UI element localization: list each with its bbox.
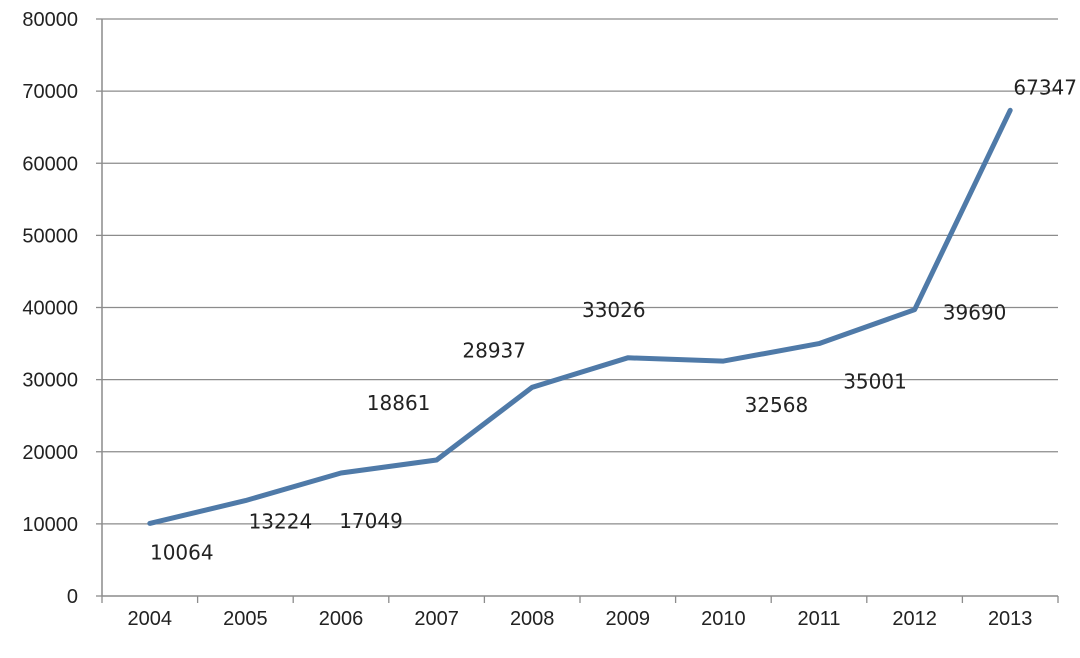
y-tick-label: 10000 [22, 514, 78, 536]
data-label-2011: 35001 [843, 370, 907, 394]
data-labels: 10064 13224 17049 18861 28937 33026 32568 35001… [150, 75, 1077, 564]
y-tick-label: 70000 [22, 81, 78, 103]
data-label-2009: 33026 [582, 298, 646, 322]
y-axis-tick-labels: 0 10000 20000 30000 40000 50000 60000 70000 8000… [22, 9, 78, 608]
x-tick-label-2013: 2013 [988, 608, 1033, 630]
x-tick-label-2008: 2008 [510, 608, 555, 630]
x-tick-label-2007: 2007 [414, 608, 459, 630]
x-tick-label-2010: 2010 [701, 608, 746, 630]
x-axis-tick-labels: 2004 2005 2006 2007 2008 2009 2010 2011 2012 2013 [128, 608, 1033, 630]
y-tick-label: 40000 [22, 298, 78, 320]
y-tick-label: 0 [67, 586, 78, 608]
y-tick-label: 50000 [22, 225, 78, 247]
y-tick-label: 30000 [22, 370, 78, 392]
y-tick-label: 60000 [22, 153, 78, 175]
data-label-2012: 39690 [943, 301, 1007, 325]
y-tick-label: 20000 [22, 442, 78, 464]
data-label-2007: 18861 [367, 391, 431, 415]
gridlines [102, 18, 1058, 525]
x-tick-label-2006: 2006 [319, 608, 364, 630]
series-line-path [147, 107, 1013, 526]
data-label-2008: 28937 [462, 338, 526, 362]
x-tick-label-2004: 2004 [128, 608, 173, 630]
axes [96, 18, 1059, 603]
data-label-2010: 32568 [745, 393, 809, 417]
data-label-2004: 10064 [150, 540, 214, 564]
x-tick-label-2012: 2012 [892, 608, 937, 630]
y-tick-label: 80000 [22, 9, 78, 31]
data-label-2006: 17049 [339, 509, 403, 533]
x-tick-label-2005: 2005 [223, 608, 268, 630]
data-label-2005: 13224 [249, 510, 313, 534]
x-tick-label-2011: 2011 [797, 608, 840, 630]
x-tick-label-2009: 2009 [606, 608, 651, 630]
data-label-2013: 67347 [1013, 75, 1077, 99]
series-line [147, 107, 1013, 526]
